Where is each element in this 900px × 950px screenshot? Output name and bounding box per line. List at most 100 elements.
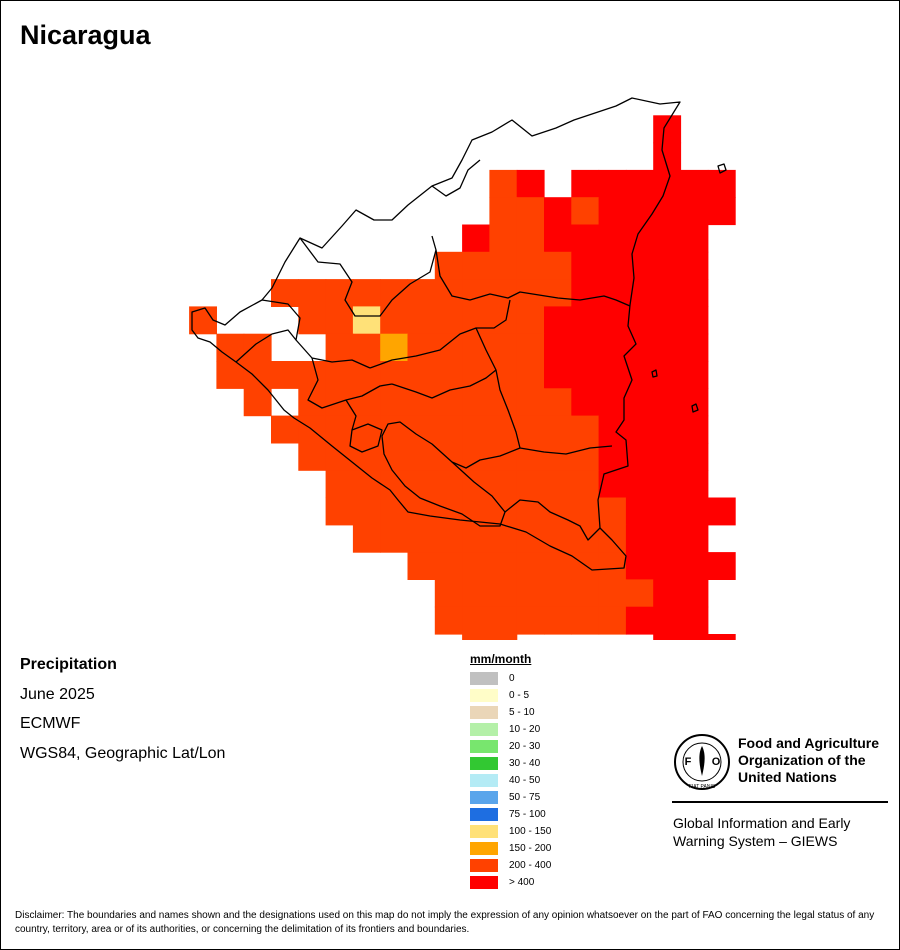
- precip-cell: [598, 224, 627, 253]
- legend-label: 100 - 150: [509, 826, 552, 837]
- precip-cell: [380, 306, 409, 335]
- precip-cell: [653, 224, 682, 253]
- precip-cell: [407, 442, 436, 471]
- precip-cell: [544, 579, 572, 608]
- island-3: [651, 369, 658, 378]
- precip-cell: [544, 524, 572, 553]
- precip-cell: [407, 306, 436, 335]
- precip-cell: [653, 470, 682, 499]
- legend-label: 0: [509, 673, 515, 684]
- precip-cell: [325, 497, 354, 526]
- legend-swatch: [470, 689, 498, 702]
- precip-cell: [544, 606, 572, 635]
- precip-cell: [298, 279, 327, 307]
- precip-cell: [516, 415, 545, 444]
- precip-cell: [352, 279, 381, 307]
- precip-cell: [680, 279, 709, 307]
- precip-cell: [380, 333, 409, 362]
- precip-cell: [380, 415, 409, 444]
- precip-cell: [325, 470, 354, 499]
- precip-cell: [462, 306, 490, 335]
- precip-cell: [352, 524, 381, 553]
- svg-text:O: O: [712, 756, 721, 768]
- dept-boundary-8: [345, 399, 357, 431]
- precip-cell: [216, 361, 245, 389]
- precip-cell: [516, 361, 545, 389]
- precip-cell: [462, 524, 490, 553]
- precip-cell: [489, 415, 518, 444]
- precip-cell: [407, 361, 436, 389]
- precip-cell: [571, 224, 600, 253]
- precip-cell: [434, 361, 463, 389]
- precipitation-grid: [189, 115, 736, 640]
- precip-cell: [653, 442, 682, 471]
- precip-cell: [489, 197, 518, 226]
- legend-classes: 0 0 - 5 5 - 10 10 - 20 20 - 30 30 - 40 40 - 50…: [470, 670, 551, 891]
- precip-cell: [598, 169, 627, 198]
- precip-cell: [625, 197, 654, 226]
- precip-cell: [489, 634, 518, 640]
- precip-cell: [489, 279, 518, 307]
- precip-cell: [434, 524, 463, 553]
- precip-cell: [680, 251, 709, 280]
- precip-cell: [434, 606, 463, 635]
- precip-cell: [598, 552, 627, 580]
- precip-cell: [571, 388, 600, 417]
- legend-swatch: [470, 706, 498, 719]
- precip-cell: [407, 333, 436, 362]
- precip-cell: [707, 169, 736, 198]
- precip-cell: [707, 197, 736, 226]
- dept-boundary-10: [504, 499, 601, 541]
- precip-cell: [462, 388, 490, 417]
- precip-cell: [544, 306, 572, 335]
- precip-cell: [462, 333, 490, 362]
- precip-cell: [407, 388, 436, 417]
- precip-cell: [489, 579, 518, 608]
- precip-cell: [325, 306, 354, 335]
- country-boundaries: [191, 97, 727, 571]
- precip-cell: [544, 442, 572, 471]
- precip-cell: [434, 497, 463, 526]
- precip-cell: [625, 606, 654, 635]
- precip-cell: [516, 224, 545, 253]
- precip-cell: [489, 251, 518, 280]
- precip-cell: [462, 634, 490, 640]
- precip-cell: [271, 361, 299, 389]
- dept-boundary-11: [431, 159, 481, 197]
- precip-cell: [516, 197, 545, 226]
- precip-cell: [516, 306, 545, 335]
- precip-cell: [462, 579, 490, 608]
- legend-label: 0 - 5: [509, 690, 530, 701]
- precip-cell: [516, 497, 545, 526]
- lake-nicaragua: [381, 421, 506, 527]
- legend-item: 100 - 150: [470, 823, 551, 840]
- legend: mm/month 0 0 - 5 5 - 10 10 - 20 20 - 30 30 - …: [470, 652, 551, 891]
- legend-swatch: [470, 842, 498, 855]
- map-info: Precipitation June 2025 ECMWF WGS84, Geo…: [20, 656, 225, 774]
- precip-cell: [298, 306, 327, 335]
- precip-cell: [680, 361, 709, 389]
- precip-cell: [544, 251, 572, 280]
- precip-cell: [571, 497, 600, 526]
- precip-cell: [653, 579, 682, 608]
- legend-item: > 400: [470, 874, 551, 891]
- precip-cell: [489, 497, 518, 526]
- precip-cell: [462, 415, 490, 444]
- precip-cell: [598, 524, 627, 553]
- precip-cell: [489, 388, 518, 417]
- precip-cell: [271, 415, 299, 444]
- precip-cell: [625, 251, 654, 280]
- legend-swatch: [470, 723, 498, 736]
- precip-cell: [653, 524, 682, 553]
- precip-cell: [598, 251, 627, 280]
- dept-boundary-7: [391, 369, 497, 399]
- lake-managua: [349, 423, 383, 453]
- precip-cell: [516, 606, 545, 635]
- precip-cell: [352, 306, 381, 335]
- legend-swatch: [470, 672, 498, 685]
- legend-label: 20 - 30: [509, 741, 541, 752]
- legend-swatch: [470, 774, 498, 787]
- precip-cell: [516, 388, 545, 417]
- precip-cell: [271, 279, 299, 307]
- legend-label: 10 - 20: [509, 724, 541, 735]
